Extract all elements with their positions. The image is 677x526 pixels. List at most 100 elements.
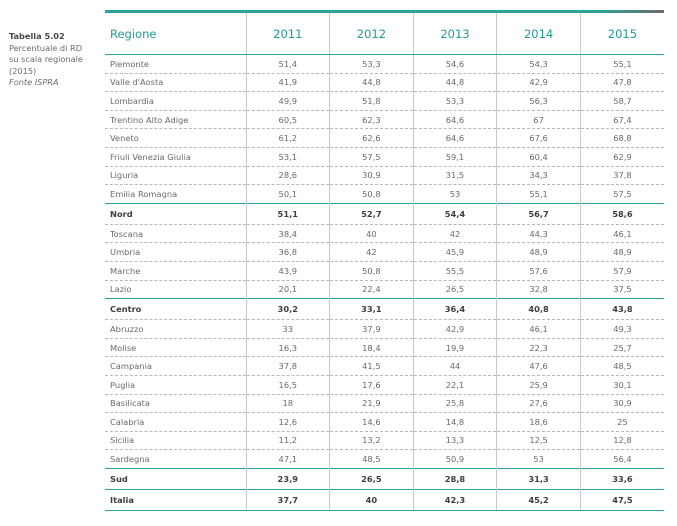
value-cell: 21,9	[329, 394, 414, 414]
value-cell: 30,9	[579, 394, 664, 414]
value-cell: 20,1	[245, 280, 330, 299]
value-cell: 51,1	[245, 202, 330, 225]
value-cell: 27,6	[496, 394, 581, 414]
value-cell: 25,9	[496, 375, 581, 395]
value-cell: 54,4	[412, 202, 497, 225]
data-table: Regione 2011 2012 2013 2014 2015 Piemont…	[105, 13, 664, 511]
region-cell: Piemonte	[105, 54, 246, 74]
value-cell: 57,9	[579, 261, 664, 281]
value-cell: 64,6	[412, 110, 497, 130]
table-row: Veneto 61,2 62,6 64,6 67,6 68,8	[105, 128, 664, 148]
value-cell: 47,5	[579, 488, 664, 511]
region-cell: Campania	[105, 356, 246, 376]
value-cell: 62,9	[579, 147, 664, 167]
column-header-2013: 2013	[412, 13, 497, 55]
table-row: Lombardia 49,9 51,8 53,3 56,3 58,7	[105, 91, 664, 111]
value-cell: 25,7	[579, 338, 664, 358]
value-cell: 12,6	[245, 412, 330, 432]
value-cell: 37,7	[245, 488, 330, 511]
value-cell: 59,1	[412, 147, 497, 167]
value-cell: 47,1	[245, 449, 330, 469]
value-cell: 11,2	[245, 431, 330, 451]
table-header-row: Regione 2011 2012 2013 2014 2015	[105, 13, 664, 55]
table-summary-row: Sud 23,9 26,5 28,8 31,3 33,6	[105, 467, 664, 490]
value-cell: 32,8	[496, 280, 581, 299]
table-row: Emilia Romagna 50,1 50,8 53 55,1 57,5	[105, 184, 664, 204]
table-row: Friuli Venezia Giulia 53,1 57,5 59,1 60,4 62,…	[105, 147, 664, 167]
value-cell: 52,7	[329, 202, 414, 225]
value-cell: 68,8	[579, 128, 664, 148]
value-cell: 45,2	[496, 488, 581, 511]
table-top-rule	[105, 10, 664, 13]
value-cell: 16,5	[245, 375, 330, 395]
table-row: Marche 43,9 50,8 55,5 57,6 57,9	[105, 261, 664, 281]
region-cell: Lazio	[110, 284, 132, 295]
value-cell: 50,8	[329, 184, 414, 204]
region-cell: Sardegna	[110, 454, 150, 465]
region-cell: Lombardia	[105, 91, 246, 111]
table-row: Toscana 38,4 40 42 44,3 46,1	[105, 224, 664, 244]
region-cell: Liguria	[105, 166, 246, 186]
value-cell: 41,9	[245, 73, 330, 93]
value-cell: 40	[329, 224, 414, 244]
value-cell: 33,1	[329, 298, 414, 321]
value-cell: 28,8	[412, 467, 497, 490]
value-cell: 18	[245, 394, 330, 414]
value-cell: 26,5	[329, 467, 414, 490]
value-cell: 48,9	[496, 242, 581, 262]
value-cell: 13,2	[329, 431, 414, 451]
value-cell: 25,8	[412, 394, 497, 414]
value-cell: 54,3	[496, 54, 581, 74]
column-header-2015: 2015	[579, 13, 664, 55]
value-cell: 53,3	[412, 91, 497, 111]
value-cell: 50,9	[412, 449, 497, 469]
region-cell: Italia	[105, 488, 246, 511]
value-cell: 47,8	[579, 73, 664, 93]
region-cell: Marche	[105, 261, 246, 281]
value-cell: 62,6	[329, 128, 414, 148]
value-cell: 23,9	[245, 467, 330, 490]
value-cell: 53,3	[329, 54, 414, 74]
value-cell: 46,1	[496, 319, 581, 339]
column-header-regione: Regione	[105, 13, 246, 55]
value-cell: 25	[579, 412, 664, 432]
value-cell: 53	[412, 184, 497, 204]
value-cell: 55,1	[579, 54, 664, 74]
table-row: Basilicata 18 21,9 25,8 27,6 30,9	[105, 394, 664, 414]
value-cell: 17,6	[329, 375, 414, 395]
table-summary-row: Centro 30,2 33,1 36,4 40,8 43,8	[105, 298, 664, 321]
region-cell: Nord	[105, 202, 246, 225]
table-row: Umbria 36,8 42 45,9 48,9 48,9	[105, 242, 664, 262]
value-cell: 44	[412, 356, 497, 376]
table-row: Sardegna 47,1 48,5 50,9 53 56,4	[105, 449, 664, 469]
value-cell: 12,5	[496, 431, 581, 451]
value-cell: 53,1	[245, 147, 330, 167]
value-cell: 12,8	[579, 431, 664, 451]
value-cell: 30,2	[245, 298, 330, 321]
table-row: Piemonte 51,4 53,3 54,6 54,3 55,1	[105, 54, 664, 74]
value-cell: 55,5	[412, 261, 497, 281]
table-row: Valle d'Aosta 41,9 44,8 44,8 42,9 47,8	[105, 73, 664, 93]
value-cell: 67	[496, 110, 581, 130]
data-table-container: Regione 2011 2012 2013 2014 2015 Piemont…	[105, 10, 664, 511]
value-cell: 37,9	[329, 319, 414, 339]
value-cell: 30,1	[579, 375, 664, 395]
region-cell: Toscana	[105, 224, 246, 244]
column-header-2011: 2011	[245, 13, 330, 55]
value-cell: 31,5	[412, 166, 497, 186]
value-cell: 42	[329, 242, 414, 262]
table-row: Liguria 28,6 30,9 31,5 34,3 37,8	[105, 166, 664, 186]
value-cell: 64,6	[412, 128, 497, 148]
value-cell: 33,6	[579, 467, 664, 490]
value-cell: 36,8	[245, 242, 330, 262]
value-cell: 34,3	[496, 166, 581, 186]
value-cell: 30,9	[329, 166, 414, 186]
value-cell: 42	[412, 224, 497, 244]
column-header-2014: 2014	[496, 13, 581, 55]
value-cell: 44,8	[412, 73, 497, 93]
value-cell: 22,4	[329, 280, 414, 299]
value-cell: 60,5	[245, 110, 330, 130]
region-cell: Emilia Romagna	[110, 188, 178, 199]
caption-source: Fonte ISPRA	[9, 77, 59, 87]
value-cell: 50,8	[329, 261, 414, 281]
